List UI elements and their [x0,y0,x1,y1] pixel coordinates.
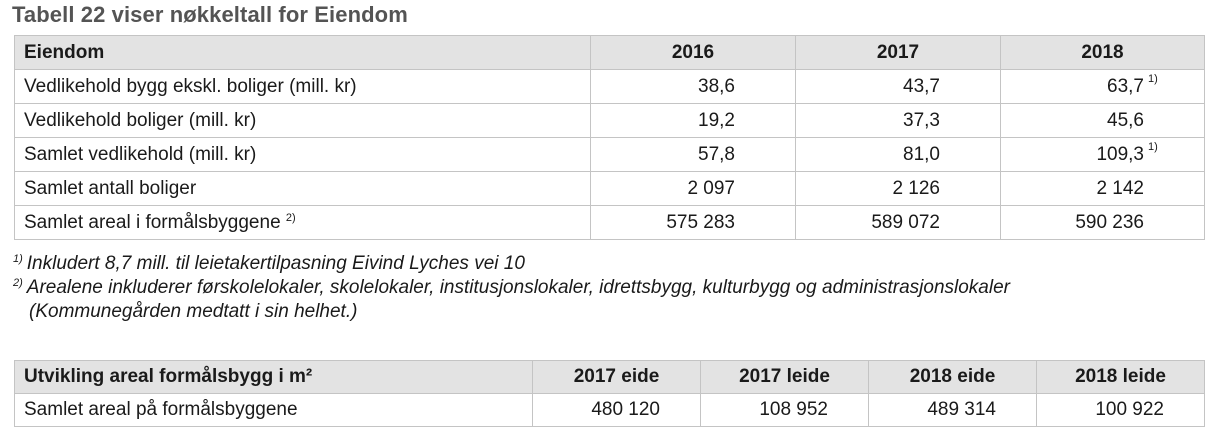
row-label-text: Vedlikehold bygg ekskl. boliger (mill. k… [24,75,357,97]
cell-value: 81,0 [903,143,940,165]
footnote-2: 2) Arealene inkluderer førskolelokaler, s… [13,276,1010,300]
table-cell: 45,6 [1000,103,1205,138]
cell-value: 63,7 [1107,75,1144,97]
table-row: Samlet antall boliger 2 097 2 126 2 142 [14,171,1205,206]
footnote-marker: 1) [13,253,23,265]
cell-value: 38,6 [698,75,735,97]
column-header: Utvikling areal formålsbygg i m² [14,360,533,394]
table-cell: 37,3 [795,103,1001,138]
cell-value: 19,2 [698,109,735,131]
row-label: Samlet vedlikehold (mill. kr) [14,137,591,172]
cell-value: 45,6 [1107,109,1144,131]
column-header: 2017 [795,35,1001,70]
table-header-row: Eiendom 2016 2017 2018 [14,35,1205,70]
column-header: 2016 [590,35,796,70]
column-header: 2017 leide [700,360,869,394]
table-cell: 2 126 [795,171,1001,206]
cell-value: 590 236 [1075,211,1144,233]
table-cell: 19,2 [590,103,796,138]
table-cell: 109,3 1) [1000,137,1205,172]
footnote-marker: 2) [13,277,23,289]
row-label: Vedlikehold boliger (mill. kr) [14,103,591,138]
cell-value: 2 142 [1096,177,1144,199]
row-label: Samlet antall boliger [14,171,591,206]
row-label-text: Samlet antall boliger [24,177,197,199]
cell-value: 109,3 [1096,143,1144,165]
table-header-row: Utvikling areal formålsbygg i m² 2017 ei… [14,360,1205,394]
cell-value: 37,3 [903,109,940,131]
table-cell: 589 072 [795,205,1001,240]
table-cell: 108 952 [700,393,869,427]
column-header: 2017 eide [532,360,701,394]
cell-value: 589 072 [871,211,940,233]
table-cell: 480 120 [532,393,701,427]
table-cell: 81,0 [795,137,1001,172]
table-row: Vedlikehold boliger (mill. kr) 19,2 37,3… [14,103,1205,138]
area-development-table: Utvikling areal formålsbygg i m² 2017 ei… [14,360,1205,427]
footnote-text: Arealene inkluderer førskolelokaler, sko… [26,277,1010,298]
table-cell: 100 922 [1036,393,1205,427]
cell-value: 57,8 [698,143,735,165]
column-header: 2018 [1000,35,1205,70]
row-label: Samlet areal i formålsbyggene 2) [14,205,591,240]
column-header: 2018 eide [868,360,1037,394]
key-figures-table: Eiendom 2016 2017 2018 Vedlikehold bygg … [14,35,1205,240]
table-cell: 489 314 [868,393,1037,427]
table-cell: 2 142 [1000,171,1205,206]
footnotes: 1) Inkludert 8,7 mill. til leietakertilpa… [13,252,1010,324]
table-cell: 575 283 [590,205,796,240]
table-cell: 38,6 [590,69,796,104]
table-row: Vedlikehold bygg ekskl. boliger (mill. k… [14,69,1205,104]
table-row: Samlet vedlikehold (mill. kr) 57,8 81,0 … [14,137,1205,172]
cell-value: 575 283 [666,211,735,233]
column-header: Eiendom [14,35,591,70]
table-cell: 63,7 1) [1000,69,1205,104]
footnote-marker: 2) [285,211,296,224]
table-cell: 2 097 [590,171,796,206]
row-label-text: Vedlikehold boliger (mill. kr) [24,109,257,131]
table-cell: 43,7 [795,69,1001,104]
row-label-text: Samlet vedlikehold (mill. kr) [24,143,257,165]
cell-value: 43,7 [903,75,940,97]
table-row: Samlet areal i formålsbyggene 2) 575 283… [14,205,1205,240]
page-title: Tabell 22 viser nøkkeltall for Eiendom [12,2,408,27]
footnote-2-continuation: (Kommunegården medtatt i sin helhet.) [29,301,358,322]
footnote-1: 1) Inkludert 8,7 mill. til leietakertilpa… [13,252,1010,276]
footnote-text: Inkludert 8,7 mill. til leietakertilpasn… [26,253,525,274]
table-cell: 590 236 [1000,205,1205,240]
cell-value: 2 097 [687,177,735,199]
row-label-text: Samlet areal i formålsbyggene [24,211,281,233]
row-label: Samlet areal på formålsbyggene [14,393,533,427]
column-header: 2018 leide [1036,360,1205,394]
table-row: Samlet areal på formålsbyggene 480 120 1… [14,393,1205,427]
table-cell: 57,8 [590,137,796,172]
cell-value: 2 126 [892,177,940,199]
row-label: Vedlikehold bygg ekskl. boliger (mill. k… [14,69,591,104]
